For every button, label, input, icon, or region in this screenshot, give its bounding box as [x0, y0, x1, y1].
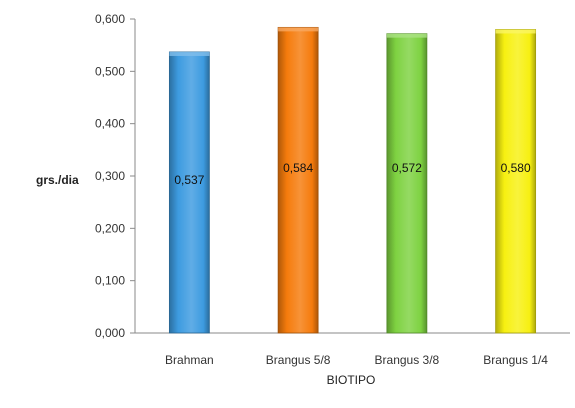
y-tick-label: 0,600 — [95, 12, 125, 26]
y-tick-label: 0,000 — [95, 326, 125, 340]
data-label: 0,584 — [283, 161, 313, 175]
bar-top-cap — [278, 27, 319, 32]
bar-top-cap — [386, 33, 427, 38]
bars: 0,537 0,584 0,572 0,580 — [168, 26, 537, 334]
y-tick-label: 0,300 — [95, 169, 125, 183]
bar — [168, 51, 210, 334]
data-label: 0,537 — [174, 173, 204, 187]
x-axis-label: BIOTIPO — [327, 373, 376, 387]
y-axis-label: grs./dia — [36, 173, 79, 187]
data-label: 0,580 — [501, 161, 531, 175]
x-tick-label: Brangus 5/8 — [266, 353, 331, 367]
x-tick-label: Brangus 1/4 — [483, 353, 548, 367]
x-tick-label: Brahman — [165, 353, 214, 367]
x-tick-label: Brangus 3/8 — [375, 353, 440, 367]
bar — [495, 29, 537, 334]
bar — [277, 26, 319, 334]
y-tick-label: 0,200 — [95, 221, 125, 235]
data-label: 0,572 — [392, 161, 422, 175]
x-axis-categories: Brahman Brangus 5/8 Brangus 3/8 Brangus 1/4 — [165, 353, 548, 367]
y-tick-label: 0,100 — [95, 274, 125, 288]
y-tick-label: 0,500 — [95, 64, 125, 78]
y-tick-label: 0,400 — [95, 117, 125, 131]
bar — [386, 33, 428, 334]
bar-top-cap — [169, 51, 210, 56]
bar-top-cap — [495, 29, 536, 34]
